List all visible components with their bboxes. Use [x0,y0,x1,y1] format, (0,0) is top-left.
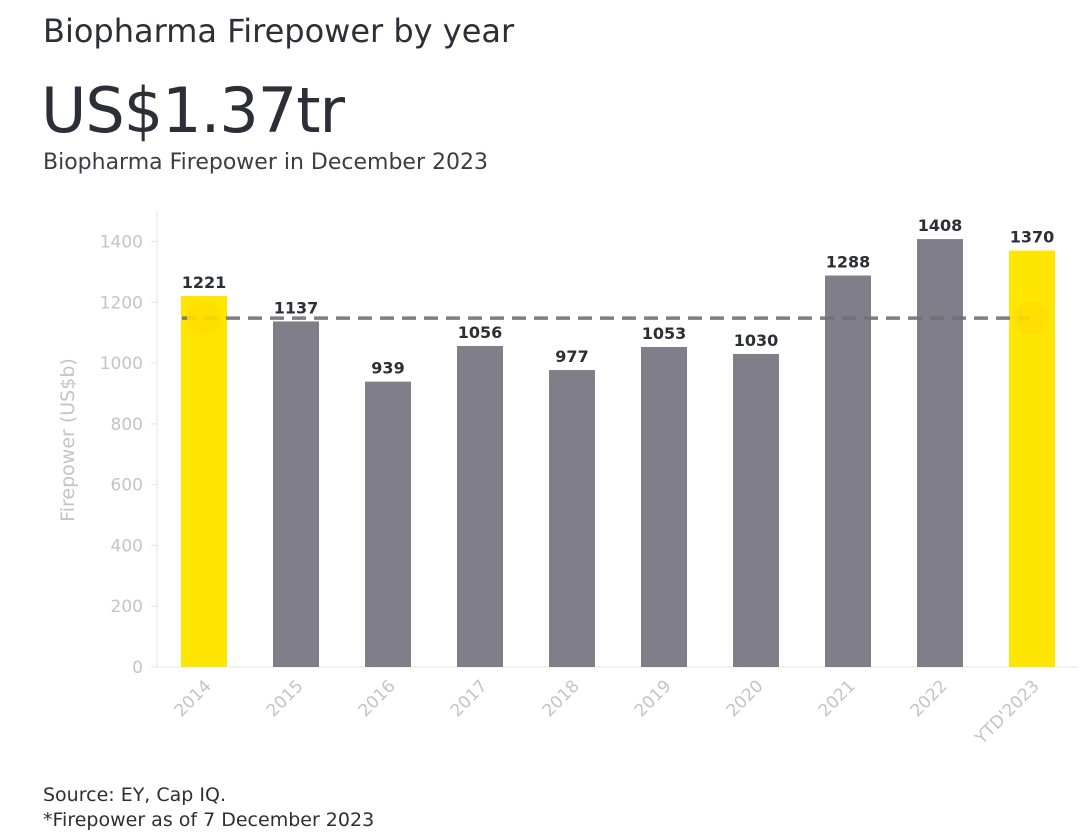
x-tick-label: 2022 [907,676,952,721]
bar-value-label: 1221 [182,273,227,292]
bar-2015 [273,321,319,667]
y-axis-title: Firepower (US$b) [57,358,79,522]
bar-value-label: 939 [371,359,404,378]
bar-2014 [181,295,227,667]
headline-value: US$1.37tr [41,74,345,147]
y-tick-label: 1400 [100,233,143,253]
reference-line-marker [1015,301,1049,336]
x-tick-label: 2014 [171,676,216,721]
y-tick-label: 600 [111,476,143,496]
x-tick-label: 2020 [723,676,768,721]
bar-value-label: 1370 [1010,228,1055,247]
y-tick-label: 800 [111,415,143,435]
footnote: *Firepower as of 7 December 2023 [43,809,375,831]
x-tick-label: YTD'2023 [971,676,1044,749]
bar-value-label: 1056 [458,323,503,342]
x-tick-label: 2021 [815,676,860,721]
x-tick-label: 2019 [631,676,676,721]
bar-chart: 0 200 400 600 800 1000 1200 1400 Firepower (US$b… [57,211,1078,749]
x-tick-label: 2015 [263,676,308,721]
y-tick-label: 0 [132,658,143,678]
bar-2020 [733,353,779,667]
bar-2022 [917,239,963,667]
x-tick-label: 2017 [447,676,492,721]
y-tick-label: 1200 [100,293,143,313]
x-tick-label: 2016 [355,676,400,721]
y-tick-label: 200 [111,597,143,617]
bar-value-label: 1030 [734,331,779,350]
y-tick-label: 1000 [100,354,143,374]
source-note: Source: EY, Cap IQ. [43,784,226,806]
y-tick-label: 400 [111,536,143,556]
bar-2017 [457,346,503,667]
bar-2018 [549,370,595,667]
bar-value-label: 1408 [918,216,963,235]
bar-2019 [641,346,687,667]
chart-title: Biopharma Firepower by year [43,12,515,50]
bar-value-label: 1288 [826,253,871,272]
reference-line-marker [187,301,221,336]
bar-value-label: 1053 [642,324,687,343]
chart-subtitle: Biopharma Firepower in December 2023 [43,150,488,175]
bar-value-label: 977 [555,347,588,366]
bar-2016 [365,381,411,667]
bar-value-label: 1137 [274,298,319,317]
x-tick-label: 2018 [539,676,584,721]
bar-2021 [825,275,871,667]
